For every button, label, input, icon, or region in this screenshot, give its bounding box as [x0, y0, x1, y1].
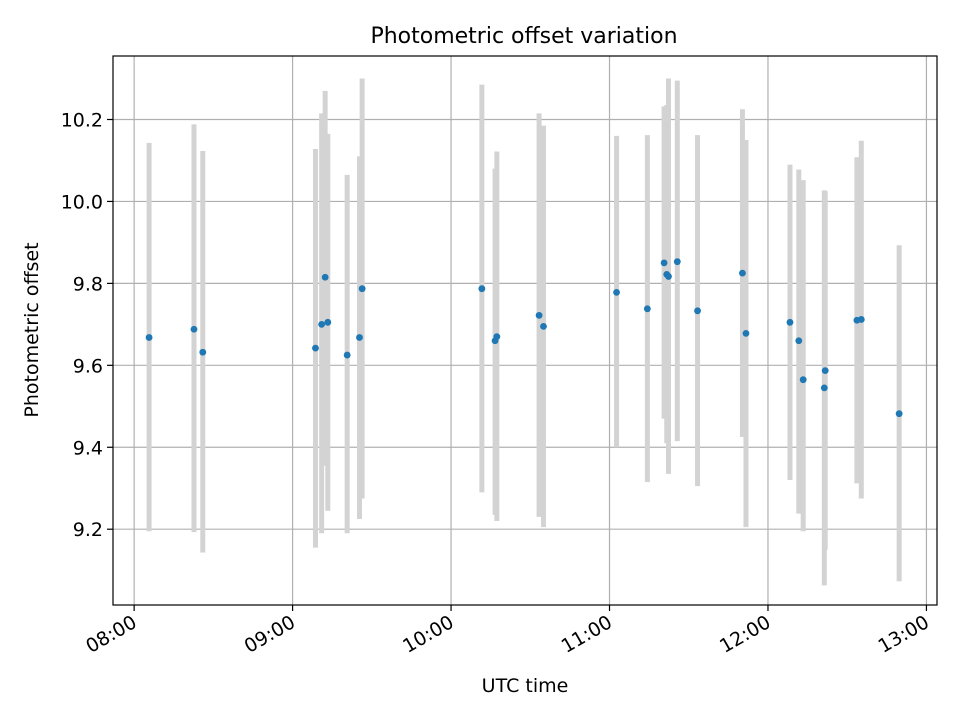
data-point [493, 333, 501, 341]
y-tick-label: 10.0 [61, 191, 103, 213]
y-tick-label: 9.6 [73, 355, 103, 377]
data-point [343, 351, 351, 359]
data-point [786, 318, 794, 326]
data-point [535, 311, 543, 319]
data-point [478, 285, 486, 293]
data-point [660, 259, 668, 267]
data-point [318, 320, 326, 328]
data-point [739, 269, 746, 277]
data-point [673, 258, 681, 266]
y-axis-label: Photometric offset [21, 242, 43, 417]
data-point [895, 410, 903, 418]
data-point [799, 376, 807, 384]
y-axis-ticks: 9.2 9.4 9.6 9.8 10.0 10.2 [61, 110, 113, 541]
data-point [324, 318, 332, 326]
data-point [694, 307, 701, 315]
data-point [190, 325, 198, 333]
y-tick-label: 9.4 [73, 437, 103, 459]
data-point [613, 288, 620, 296]
data-point [821, 367, 829, 375]
y-tick-label: 10.2 [61, 110, 103, 132]
x-axis-label: UTC time [482, 675, 569, 697]
data-point [540, 323, 547, 330]
data-point [358, 285, 366, 293]
data-point [665, 273, 672, 280]
y-tick-label: 9.8 [73, 273, 103, 295]
data-point [742, 329, 750, 337]
data-point [820, 384, 828, 392]
data-point [321, 273, 329, 281]
data-point [145, 334, 153, 341]
y-tick-label: 9.2 [73, 519, 103, 541]
data-point [795, 337, 803, 345]
data-points [145, 258, 903, 418]
plot-area-frame [112, 55, 938, 606]
data-point [199, 348, 207, 356]
data-point [312, 344, 319, 352]
data-point [356, 334, 363, 341]
data-point [857, 316, 865, 323]
chart-title: Photometric offset variation [370, 24, 677, 49]
data-point [643, 305, 651, 313]
